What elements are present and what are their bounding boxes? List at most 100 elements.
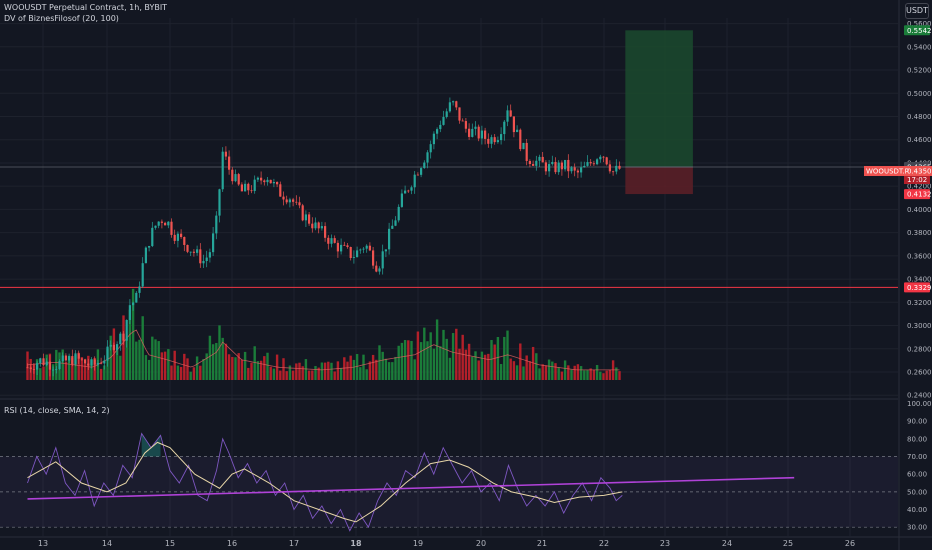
rsi-legend[interactable]: RSI (14, close, SMA, 14, 2) [4, 406, 110, 415]
volume-bar [618, 371, 621, 380]
price-tick-label: 0.3600 [907, 252, 932, 260]
volume-bar [221, 337, 224, 380]
candle-body [215, 215, 218, 234]
candle-body [295, 201, 298, 203]
volume-bar [39, 368, 42, 380]
candle-body [122, 333, 125, 341]
candle-body [468, 128, 471, 137]
volume-bar [608, 369, 612, 380]
volume-bar [381, 351, 384, 380]
candle-body [576, 170, 579, 173]
volume-bar [208, 335, 212, 380]
candle-body [93, 359, 96, 365]
time-tick-label: 15 [165, 539, 175, 548]
volume-bar [490, 339, 493, 380]
volume-bar [202, 359, 205, 380]
candle-body [58, 361, 61, 370]
time-tick-label: 21 [537, 539, 547, 548]
candle-body [148, 246, 151, 248]
price-axis[interactable]: 0.56000.54000.52000.50000.48000.46000.44… [907, 20, 932, 400]
volume-bar [371, 354, 375, 380]
candle-body [132, 302, 135, 306]
candle-body [196, 249, 199, 253]
candle-body [212, 233, 215, 253]
candle-body [567, 159, 570, 172]
candle-body [429, 144, 432, 153]
volume-bar [384, 358, 388, 380]
candle-body [151, 227, 154, 247]
volume-bar [298, 362, 301, 380]
volume-bar [317, 367, 320, 380]
volume-bar [605, 370, 608, 380]
currency-button[interactable]: USDT [905, 3, 929, 19]
volume-bar [333, 371, 336, 380]
candle-body [167, 221, 170, 226]
candle-body [26, 367, 29, 369]
volume-bar [269, 366, 272, 380]
candle-body [308, 214, 311, 224]
price-tick-label: 0.4000 [907, 206, 932, 214]
long-position-tool[interactable] [625, 30, 693, 195]
horizontal-lines[interactable] [0, 166, 898, 288]
price-label-text: 0.5542 [907, 27, 932, 35]
symbol-title[interactable]: WOOUSDT Perpetual Contract, 1h, BYBIT [4, 3, 168, 12]
candle-body [36, 363, 39, 370]
time-tick-label: 18 [350, 539, 362, 548]
candle-body [528, 160, 531, 164]
volume-bar [483, 354, 487, 380]
volume-bar [163, 351, 167, 380]
volume-bar [247, 367, 250, 380]
candle-body [311, 223, 314, 229]
volume-bar [599, 371, 602, 380]
volume-bar [509, 358, 512, 380]
volume-bar [538, 368, 541, 380]
candle-body [247, 183, 250, 191]
volume-bar [256, 361, 260, 380]
volume-bar [311, 370, 314, 380]
candle-body [157, 221, 160, 226]
volume-bar [602, 373, 605, 380]
volume-bar [496, 336, 500, 380]
candle-body [256, 177, 259, 180]
volume-bar [115, 350, 119, 380]
price-labels: 0.55420.43650.41320.3329WOOUSDT.P0.43501… [864, 25, 932, 293]
candle-body [61, 355, 64, 362]
volume-bar [320, 362, 324, 380]
candle-body [74, 353, 77, 365]
volume-bar [410, 340, 413, 380]
candle-body [583, 165, 586, 168]
candle-body [141, 263, 144, 287]
volume-bar [211, 344, 215, 380]
candle-body [276, 182, 279, 185]
volume-bar [429, 332, 432, 380]
volume-bar [173, 350, 176, 380]
candle-body [208, 252, 211, 258]
candle-body [349, 247, 352, 258]
candle-body [250, 190, 253, 192]
volume-bar [272, 368, 276, 380]
volume-bar [74, 355, 77, 380]
volume-bar [615, 367, 618, 380]
indicator-legend[interactable]: DV of BiznesFilosof (20, 100) [4, 14, 119, 23]
candle-body [455, 101, 458, 108]
volume-bar [563, 360, 567, 380]
candle-body [544, 162, 547, 172]
volume-bar [83, 363, 87, 380]
candle-body [189, 251, 192, 253]
candle-body [324, 226, 327, 238]
volume-bar [576, 364, 580, 380]
candle-body [282, 196, 285, 200]
loss-zone [625, 167, 693, 195]
candle-body [487, 138, 490, 144]
volume-bar [560, 371, 564, 380]
candle-body [224, 151, 227, 157]
time-axis[interactable]: 13 14 15 16 17 18 19 20 21 22 23 24 25 26 [38, 539, 855, 548]
volume-bar [192, 367, 196, 380]
volume-bar [423, 327, 426, 380]
candle-body [375, 265, 378, 272]
candle-body [506, 110, 509, 122]
candle-body [602, 156, 605, 158]
candle-body [436, 129, 439, 134]
volume-bar [266, 352, 269, 380]
